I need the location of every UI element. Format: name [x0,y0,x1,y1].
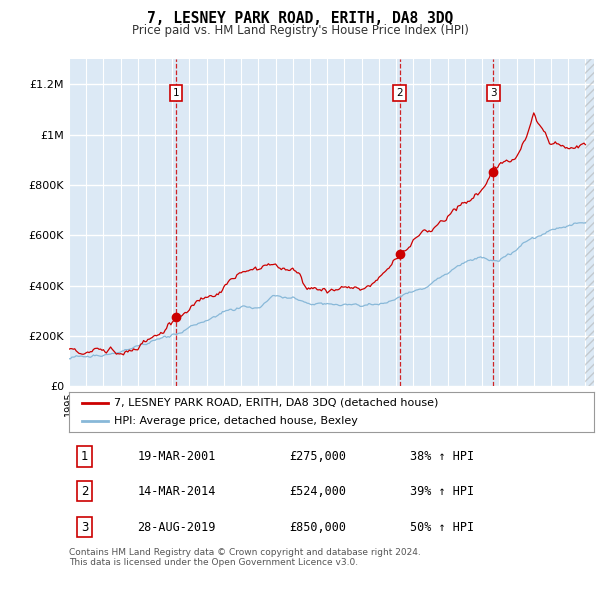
Text: 39% ↑ HPI: 39% ↑ HPI [410,484,475,498]
Text: £524,000: £524,000 [290,484,347,498]
Text: Contains HM Land Registry data © Crown copyright and database right 2024.: Contains HM Land Registry data © Crown c… [69,548,421,556]
Text: 19-MAR-2001: 19-MAR-2001 [137,450,215,463]
Bar [586,59,594,386]
Text: 1: 1 [81,450,89,463]
Text: This data is licensed under the Open Government Licence v3.0.: This data is licensed under the Open Gov… [69,558,358,567]
Text: 28-AUG-2019: 28-AUG-2019 [137,521,215,534]
Text: HPI: Average price, detached house, Bexley: HPI: Average price, detached house, Bexl… [113,416,358,426]
Text: 7, LESNEY PARK ROAD, ERITH, DA8 3DQ: 7, LESNEY PARK ROAD, ERITH, DA8 3DQ [147,11,453,27]
Text: 2: 2 [81,484,89,498]
Text: 2: 2 [397,88,403,99]
Text: 38% ↑ HPI: 38% ↑ HPI [410,450,475,463]
Text: 1: 1 [173,88,179,99]
Text: 3: 3 [490,88,497,99]
Text: 14-MAR-2014: 14-MAR-2014 [137,484,215,498]
Text: £850,000: £850,000 [290,521,347,534]
Text: 3: 3 [81,521,88,534]
Text: 7, LESNEY PARK ROAD, ERITH, DA8 3DQ (detached house): 7, LESNEY PARK ROAD, ERITH, DA8 3DQ (det… [113,398,438,408]
Text: £275,000: £275,000 [290,450,347,463]
Text: Price paid vs. HM Land Registry's House Price Index (HPI): Price paid vs. HM Land Registry's House … [131,24,469,37]
Text: 50% ↑ HPI: 50% ↑ HPI [410,521,475,534]
